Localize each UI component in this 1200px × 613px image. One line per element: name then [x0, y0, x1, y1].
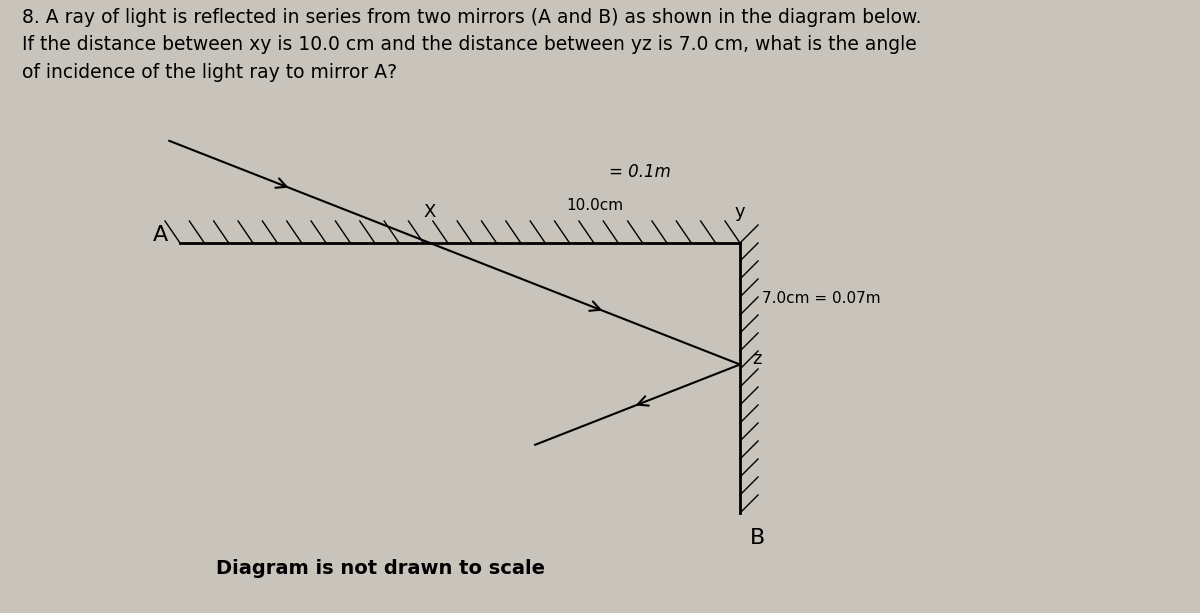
Text: Diagram is not drawn to scale: Diagram is not drawn to scale	[216, 558, 545, 577]
Text: 10.0cm: 10.0cm	[566, 198, 624, 213]
Text: = 0.1m: = 0.1m	[610, 163, 671, 181]
Text: z: z	[752, 351, 761, 368]
Text: B: B	[750, 528, 766, 548]
Text: y: y	[734, 203, 745, 221]
Text: X: X	[424, 203, 436, 221]
Text: A: A	[152, 225, 168, 245]
Text: 7.0cm = 0.07m: 7.0cm = 0.07m	[762, 291, 881, 306]
Text: 8. A ray of light is reflected in series from two mirrors (A and B) as shown in : 8. A ray of light is reflected in series…	[22, 8, 922, 82]
